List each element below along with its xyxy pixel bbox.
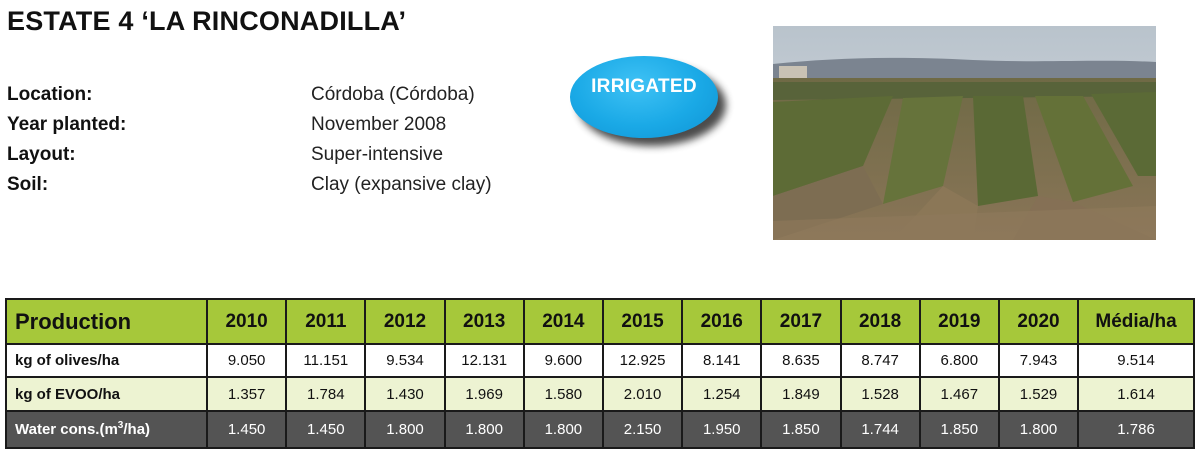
table-row-olives: kg of olives/ha 9.050 11.151 9.534 12.13… [4,343,1195,378]
olive-grove-photo [773,26,1156,240]
table-cell: 1.614 [1077,376,1195,412]
row-label-sup: 3 [117,420,124,431]
table-cell: 1.430 [364,376,446,412]
info-value: Super-intensive [311,144,444,165]
table-cell: 1.450 [285,410,367,449]
table-cell: 8.747 [839,343,921,378]
table-cell: 6.800 [918,343,1000,378]
table-cell: 1.744 [839,410,921,449]
table-row-water: Water cons.(m3/ha) 1.450 1.450 1.800 1.8… [4,410,1195,449]
badge-ellipse: IRRIGATED [570,56,718,138]
table-cell: 7.943 [997,343,1080,378]
table-cell: 1.850 [760,410,842,449]
info-value: November 2008 [311,114,447,135]
table-cell: 1.580 [522,376,604,412]
table-cell: 9.534 [364,343,446,378]
row-label-end: /ha) [123,421,151,438]
header-year: 2010 [206,298,288,345]
table-cell: 8.635 [760,343,842,378]
row-label: kg of EVOO/ha [4,376,209,412]
table-cell: 1.969 [443,376,525,412]
header-year: 2015 [601,298,684,345]
table-cell: 1.800 [364,410,446,449]
table-cell: 9.600 [522,343,604,378]
info-row-location: Location: Córdoba (Córdoba) [7,84,567,114]
info-value: Clay (expansive clay) [311,174,492,195]
irrigated-badge: IRRIGATED [568,54,728,149]
header-average: Média/ha [1077,298,1195,345]
header-year: 2017 [760,298,842,345]
header-production: Production [4,298,209,345]
info-label: Location: [7,84,93,105]
header-year: 2018 [839,298,921,345]
table-cell: 1.950 [681,410,763,449]
table-cell: 1.357 [206,376,288,412]
info-label: Soil: [7,174,49,195]
table-cell: 2.010 [601,376,684,412]
table-cell: 8.141 [681,343,763,378]
table-cell: 1.800 [997,410,1080,449]
header-year: 2016 [681,298,763,345]
row-label-main: Water cons.(m [15,421,118,438]
page-title: ESTATE 4 ‘LA RINCONADILLA’ [7,6,407,36]
badge-label: IRRIGATED [591,76,697,97]
info-label: Year planted: [7,114,127,135]
table-cell: 1.800 [443,410,525,449]
info-row-year-planted: Year planted: November 2008 [7,114,567,144]
estate-info: Location: Córdoba (Córdoba) Year planted… [7,84,567,204]
production-table: Production 2010 2011 2012 2013 2014 2015… [4,298,1195,449]
row-label: Water cons.(m3/ha) [4,410,209,449]
header-year: 2014 [522,298,604,345]
table-cell: 2.150 [601,410,684,449]
table-cell: 1.784 [285,376,367,412]
table-cell: 1.849 [760,376,842,412]
table-cell: 9.050 [206,343,288,378]
info-row-soil: Soil: Clay (expansive clay) [7,174,567,204]
info-value: Córdoba (Córdoba) [311,84,475,105]
table-cell: 1.786 [1077,410,1195,449]
table-cell: 1.528 [839,376,921,412]
table-cell: 9.514 [1077,343,1195,378]
info-row-layout: Layout: Super-intensive [7,144,567,174]
table-cell: 1.529 [997,376,1080,412]
table-cell: 1.450 [206,410,288,449]
table-cell: 1.800 [522,410,604,449]
header-year: 2013 [443,298,525,345]
table-row-evoo: kg of EVOO/ha 1.357 1.784 1.430 1.969 1.… [4,376,1195,412]
table-header-row: Production 2010 2011 2012 2013 2014 2015… [4,298,1195,345]
header-year: 2011 [285,298,367,345]
header-year: 2019 [918,298,1000,345]
header-year: 2012 [364,298,446,345]
table-cell: 12.131 [443,343,525,378]
info-label: Layout: [7,144,76,165]
header-year: 2020 [997,298,1080,345]
table-cell: 1.850 [918,410,1000,449]
table-cell: 11.151 [285,343,367,378]
table-cell: 1.467 [918,376,1000,412]
table-cell: 1.254 [681,376,763,412]
row-label: kg of olives/ha [4,343,209,378]
table-cell: 12.925 [601,343,684,378]
